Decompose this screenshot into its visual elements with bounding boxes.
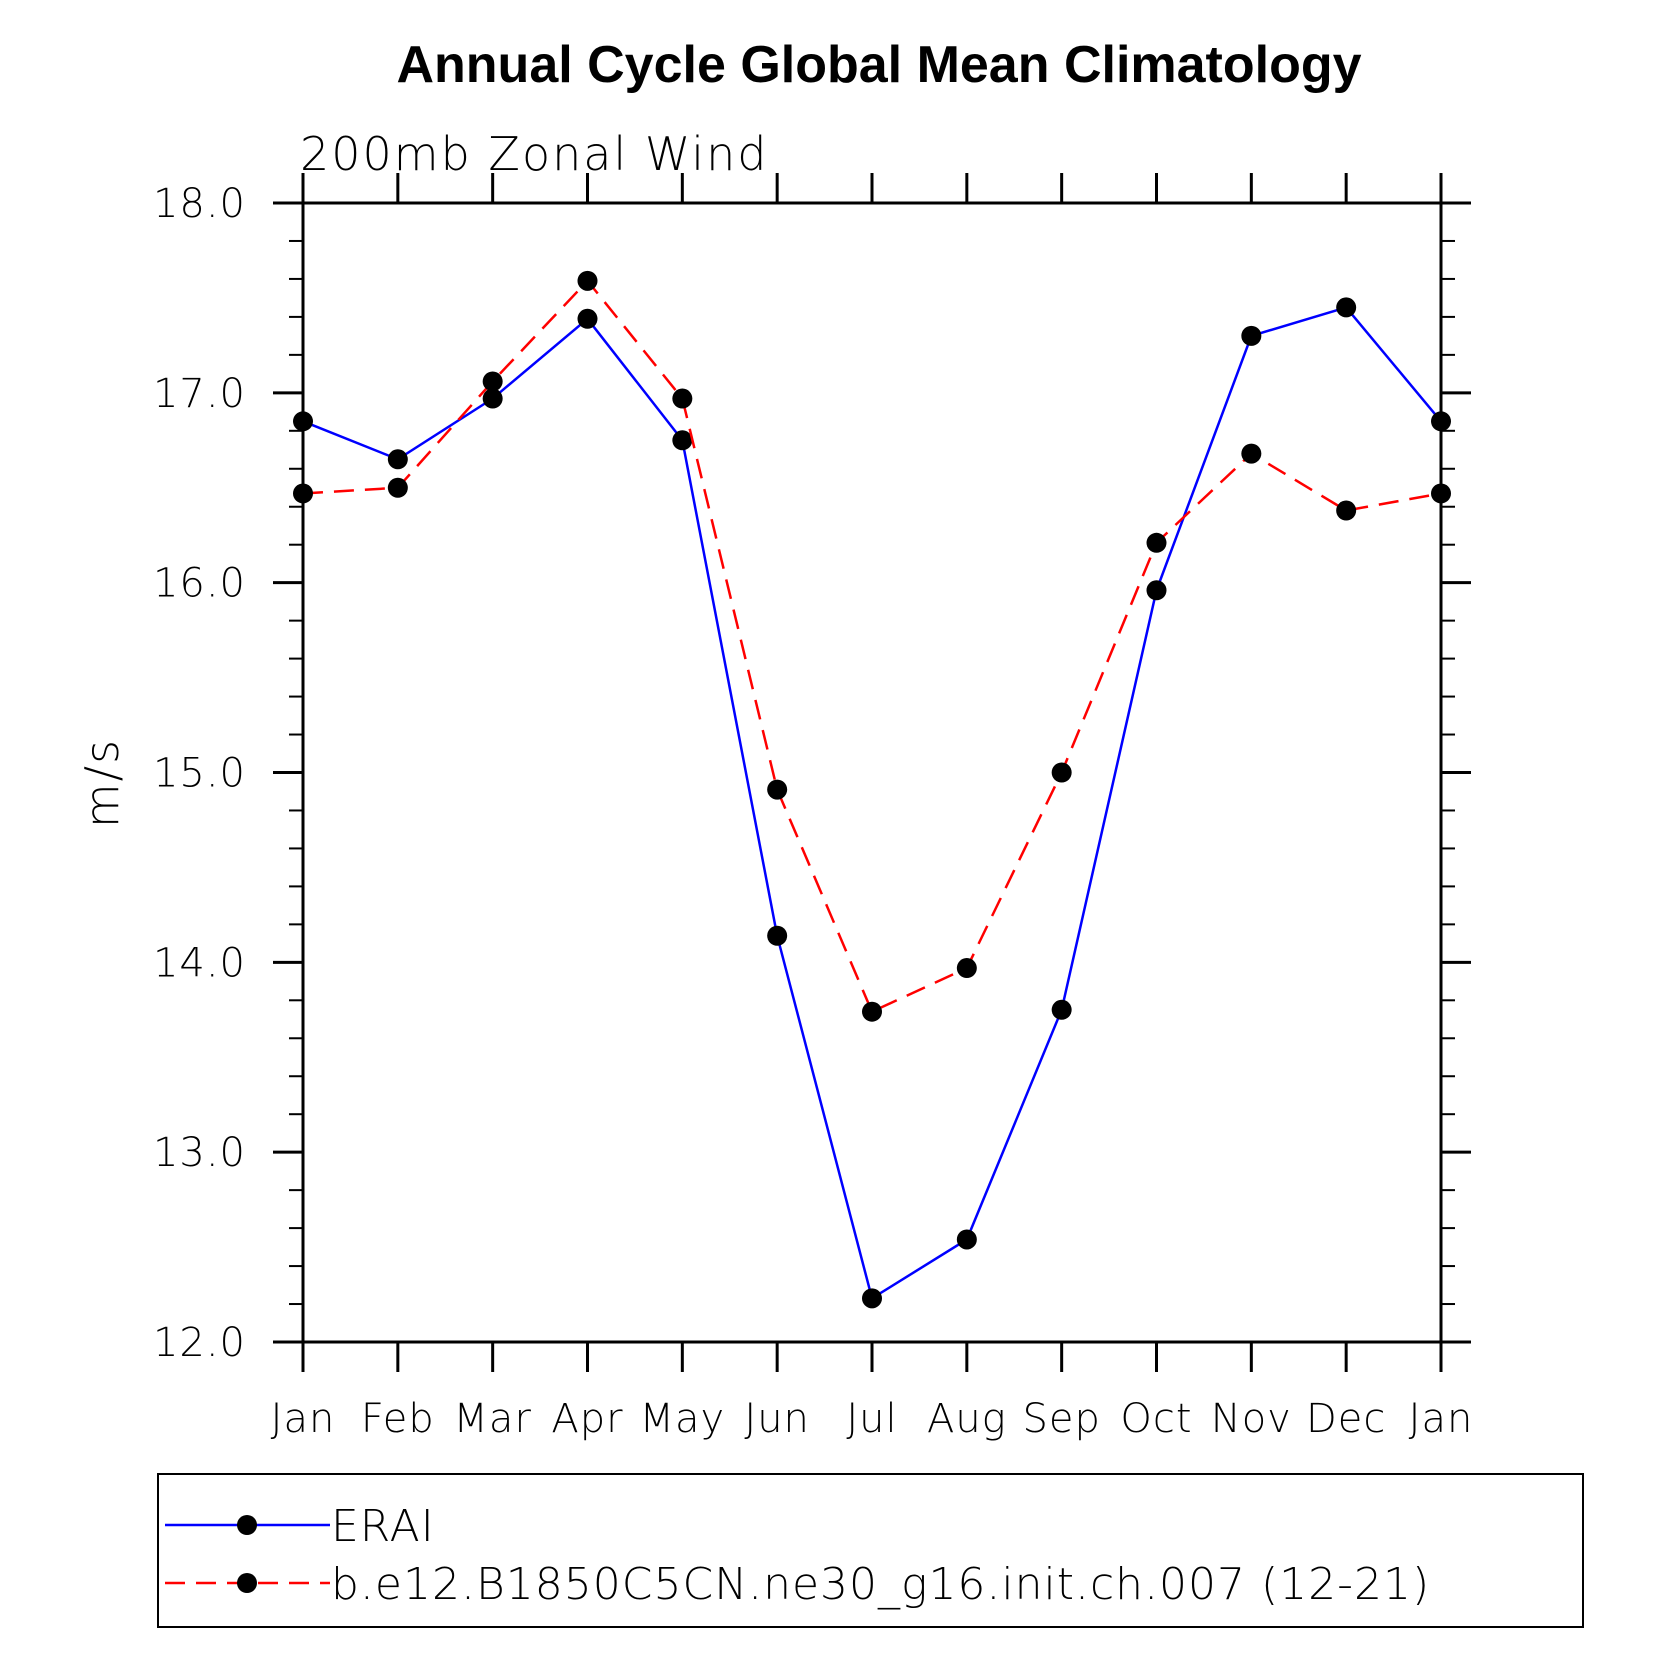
x-tick-label: Sep (1022, 1396, 1100, 1442)
legend: ERAI b.e12.B1850C5CN.ne30_g16.init.ch.007… (157, 1473, 1584, 1628)
data-point (577, 270, 598, 291)
legend-label: b.e12.B1850C5CN.ne30_g16.init.ch.007 (12… (331, 1559, 1430, 1610)
data-point (1336, 500, 1357, 521)
data-point (1146, 532, 1167, 553)
data-point (482, 371, 503, 392)
data-point (1051, 999, 1072, 1020)
data-point (1336, 297, 1357, 318)
y-tick-label: 13.0 (153, 1130, 246, 1176)
series-layer (293, 270, 1451, 1309)
series-2 (293, 270, 1451, 1022)
x-tick-label: Jul (846, 1396, 897, 1442)
x-tick-label: Oct (1120, 1396, 1192, 1442)
series-line (302, 305, 1442, 1301)
data-point (767, 925, 788, 946)
y-tick-label: 15.0 (153, 751, 246, 797)
data-point (956, 958, 977, 979)
legend-marker (237, 1515, 257, 1535)
data-point (672, 430, 693, 451)
legend-entry-1: ERAI (165, 1501, 435, 1552)
x-tick-label: Aug (927, 1396, 1007, 1442)
y-tick-label: 14.0 (153, 940, 246, 986)
x-tick-label: Feb (361, 1396, 435, 1442)
data-point (862, 1001, 882, 1022)
x-tick-label: Dec (1306, 1396, 1386, 1442)
y-tick-label: 18.0 (153, 181, 246, 227)
plot-frame (301, 201, 1443, 1344)
x-tick-label: Jun (744, 1396, 810, 1442)
y-tick-label: 17.0 (153, 371, 246, 417)
series-line (302, 278, 1442, 1014)
x-tick-label: Nov (1211, 1396, 1292, 1442)
y-tick-label: 12.0 (153, 1320, 246, 1366)
x-tick-labels: Jan Feb Mar Apr May Jun Jul Aug Sep Oct Nov Dec Jan (271, 1396, 1474, 1442)
x-tick-label: May (639, 1396, 725, 1442)
x-tick-label: Jan (271, 1396, 336, 1442)
data-point (1146, 580, 1167, 601)
y-tick-labels: 12.0 13.0 14.0 15.0 16.0 17.0 18.0 (153, 181, 246, 1366)
x-tick-label: Jan (1409, 1396, 1474, 1442)
chart-subtitle: 200mb Zonal Wind (300, 127, 768, 181)
series-1 (293, 297, 1451, 1309)
data-point (862, 1288, 882, 1309)
data-point (1241, 443, 1262, 464)
y-tick-label: 16.0 (153, 561, 246, 607)
data-point (1051, 762, 1072, 783)
x-tick-label: Mar (453, 1396, 531, 1442)
legend-entry-2: b.e12.B1850C5CN.ne30_g16.init.ch.007 (12… (165, 1559, 1430, 1610)
axis-ticks (273, 173, 1471, 1372)
legend-label: ERAI (331, 1501, 435, 1552)
data-point (387, 477, 408, 498)
y-axis-label: m/s (75, 738, 129, 828)
legend-marker (237, 1573, 257, 1593)
x-tick-label: Apr (551, 1396, 623, 1442)
data-point (482, 388, 503, 409)
data-point (672, 388, 693, 409)
chart-title: Annual Cycle Global Mean Climatology (396, 36, 1361, 94)
data-point (1241, 325, 1262, 346)
legend-box (157, 1473, 1584, 1628)
data-point (956, 1229, 977, 1250)
data-point (577, 308, 598, 329)
data-point (387, 449, 408, 470)
data-point (767, 779, 788, 800)
